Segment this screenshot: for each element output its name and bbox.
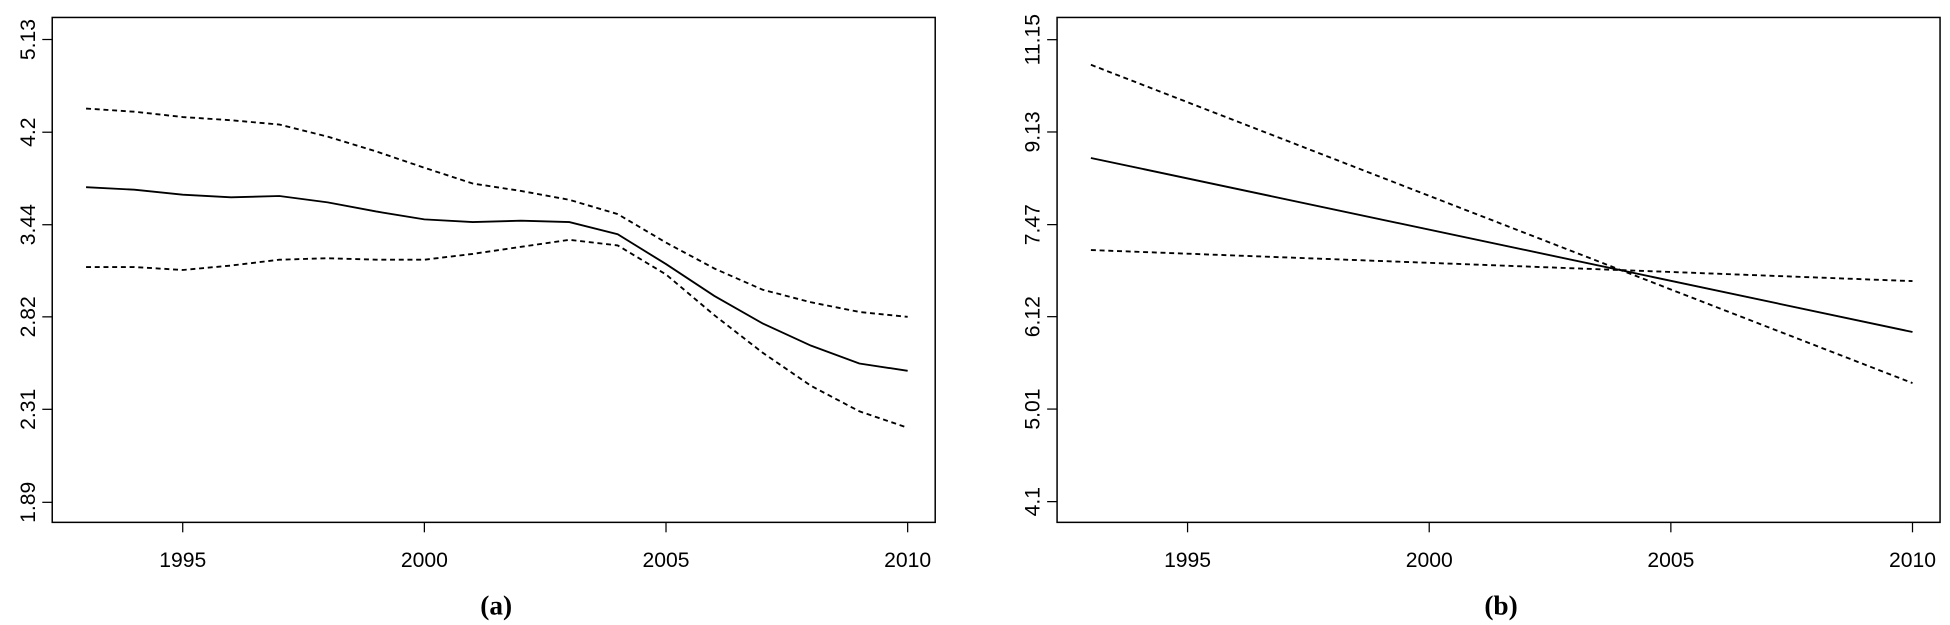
y-tick-label: 1.89 (17, 482, 40, 523)
y-tick-label: 7.47 (1022, 204, 1045, 245)
series-line (1090, 63, 1913, 384)
y-tick-label: 2.31 (17, 389, 40, 430)
y-tick-label: 5.13 (17, 19, 40, 60)
x-tick-label: 2000 (1406, 549, 1453, 572)
x-tick-label: 2005 (1647, 549, 1694, 572)
y-tick-label: 4.1 (1022, 487, 1045, 516)
series-line (86, 186, 908, 372)
y-tick-label: 2.82 (17, 296, 40, 337)
x-tick-label: 1995 (159, 549, 206, 572)
y-tick-label: 6.12 (1022, 296, 1045, 337)
plot-frame (51, 16, 936, 524)
series-line (1090, 249, 1913, 283)
y-tick-label: 9.13 (1022, 111, 1045, 152)
y-tick-label: 5.01 (1022, 389, 1045, 430)
panel-caption: (a) (480, 590, 512, 620)
series-line (85, 107, 908, 318)
panel-caption: (b) (1484, 590, 1517, 620)
x-tick-label: 2005 (643, 549, 690, 572)
plot-frame (1056, 16, 1941, 524)
y-tick-label: 4.2 (17, 118, 40, 147)
series-line (86, 238, 908, 429)
x-tick-label: 1995 (1164, 549, 1211, 572)
y-tick-label: 3.44 (17, 204, 40, 245)
x-tick-label: 2010 (884, 549, 931, 572)
y-tick-label: 11.15 (1022, 14, 1045, 65)
x-tick-label: 2000 (401, 549, 448, 572)
x-tick-label: 2010 (1889, 549, 1936, 572)
series-line (1090, 157, 1913, 333)
